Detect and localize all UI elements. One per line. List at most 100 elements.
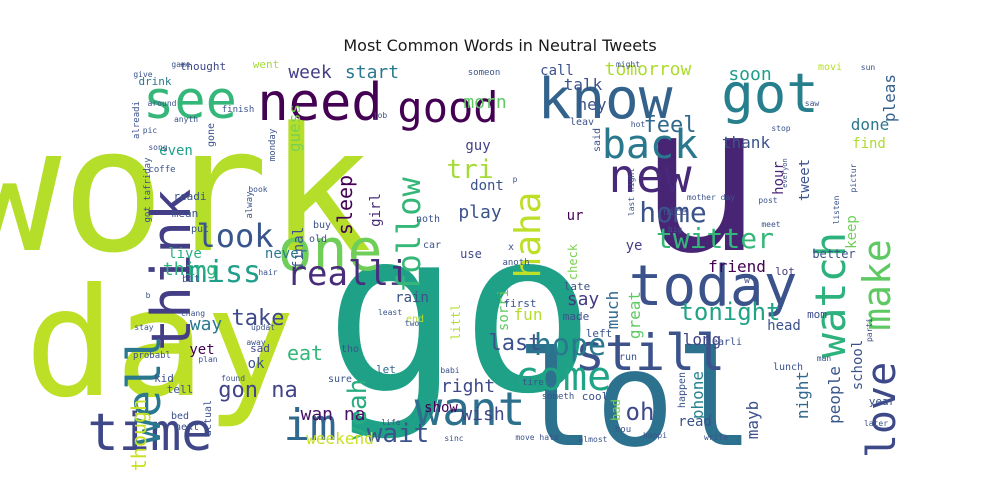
word-84: show: [424, 400, 458, 416]
word-6: know: [538, 67, 673, 132]
word-0: work: [0, 90, 372, 291]
word-175: found: [221, 374, 245, 383]
word-151: someon: [468, 68, 501, 78]
word-70: friend: [708, 257, 766, 276]
word-162: big: [668, 225, 683, 234]
word-140: coffe: [148, 165, 175, 175]
word-46: morn: [463, 92, 506, 113]
word-86: hour: [771, 161, 787, 195]
word-8: need: [257, 73, 382, 133]
word-89: rain: [395, 290, 429, 306]
word-71: long: [683, 330, 722, 349]
word-134: next: [175, 422, 199, 433]
word-13: see: [143, 71, 237, 131]
word-7: one: [278, 216, 383, 284]
word-52: eat: [287, 341, 323, 365]
word-39: though: [127, 399, 151, 471]
word-155: stop: [771, 124, 790, 133]
word-36: tonight: [679, 298, 780, 326]
word-50: wan na: [300, 404, 365, 425]
word-129: movi: [818, 62, 842, 73]
word-55: phone: [688, 371, 707, 419]
word-10: got: [721, 62, 819, 125]
word-123: buy: [313, 220, 331, 231]
word-9: think: [140, 189, 203, 352]
word-15: still: [575, 324, 726, 382]
word-137: monday: [268, 128, 278, 161]
word-33: tri: [447, 155, 494, 185]
word-66: pleas: [880, 74, 899, 122]
word-47: soon: [728, 64, 771, 85]
word-104: drink: [138, 75, 171, 88]
word-148: pic: [143, 126, 158, 135]
word-165: anoth: [502, 258, 529, 268]
word-153: hot: [631, 120, 646, 129]
word-93: littl: [449, 304, 463, 340]
word-77: school: [850, 340, 866, 391]
word-152: might: [616, 60, 640, 69]
word-179: tire: [522, 378, 544, 388]
word-43: tomorrow: [605, 59, 692, 80]
word-87: find: [852, 136, 886, 152]
word-58: mayb: [743, 401, 762, 440]
word-68: dont: [470, 178, 504, 194]
word-91: head: [767, 318, 801, 334]
word-54: right: [441, 376, 495, 397]
word-158: listen: [832, 195, 841, 224]
word-57: people: [825, 366, 844, 424]
word-100: lot: [775, 265, 795, 278]
word-62: night: [793, 371, 812, 419]
word-125: sure: [328, 374, 352, 385]
word-110: first: [503, 297, 536, 310]
word-31: home: [639, 196, 706, 229]
word-11: today: [629, 254, 798, 319]
word-37: feel: [644, 113, 697, 138]
word-141: got tafriday: [143, 157, 153, 223]
word-169: stay: [134, 323, 153, 332]
word-115: late: [564, 280, 591, 293]
word-116: said: [592, 128, 603, 152]
word-185: hou: [615, 425, 631, 435]
word-60: fun: [514, 305, 543, 324]
word-20: love: [859, 362, 905, 458]
word-167: w: [744, 275, 751, 286]
word-16: new: [608, 149, 691, 203]
word-160: mother day: [687, 193, 735, 202]
word-182: sinc: [444, 434, 463, 443]
word-114: year: [869, 395, 896, 408]
word-63: much: [603, 291, 622, 330]
word-23: come: [515, 354, 611, 400]
word-122: old: [309, 234, 327, 245]
word-53: wish: [461, 404, 504, 425]
word-188: man: [817, 354, 832, 363]
word-176: babi: [440, 366, 459, 375]
word-24: make: [855, 239, 899, 331]
word-40: sleep: [333, 175, 357, 235]
word-64: talk: [564, 75, 603, 94]
word-59: weekend: [306, 429, 373, 448]
word-49: thing: [163, 259, 217, 280]
word-171: plan: [198, 355, 217, 364]
word-30: twitter: [656, 222, 774, 255]
word-130: leav: [570, 117, 594, 128]
word-133: earli: [712, 337, 742, 348]
word-95: ye: [626, 238, 643, 254]
word-139: alway: [245, 191, 255, 219]
word-99: mom: [807, 308, 827, 321]
word-113: lunch: [773, 362, 803, 373]
word-82: even: [159, 143, 193, 159]
word-72: thank: [722, 133, 771, 152]
word-106: readi: [173, 190, 206, 203]
word-61: say: [567, 289, 600, 310]
word-119: gone: [206, 123, 217, 147]
word-121: bit: [182, 274, 200, 285]
word-98: better: [812, 247, 855, 261]
word-75: girl: [368, 193, 384, 227]
word-172: away: [246, 338, 265, 347]
word-1: go: [325, 182, 596, 444]
word-2: day: [25, 257, 296, 431]
word-154: sun: [861, 63, 876, 72]
word-177: least: [378, 308, 402, 317]
word-146: give: [133, 70, 152, 79]
